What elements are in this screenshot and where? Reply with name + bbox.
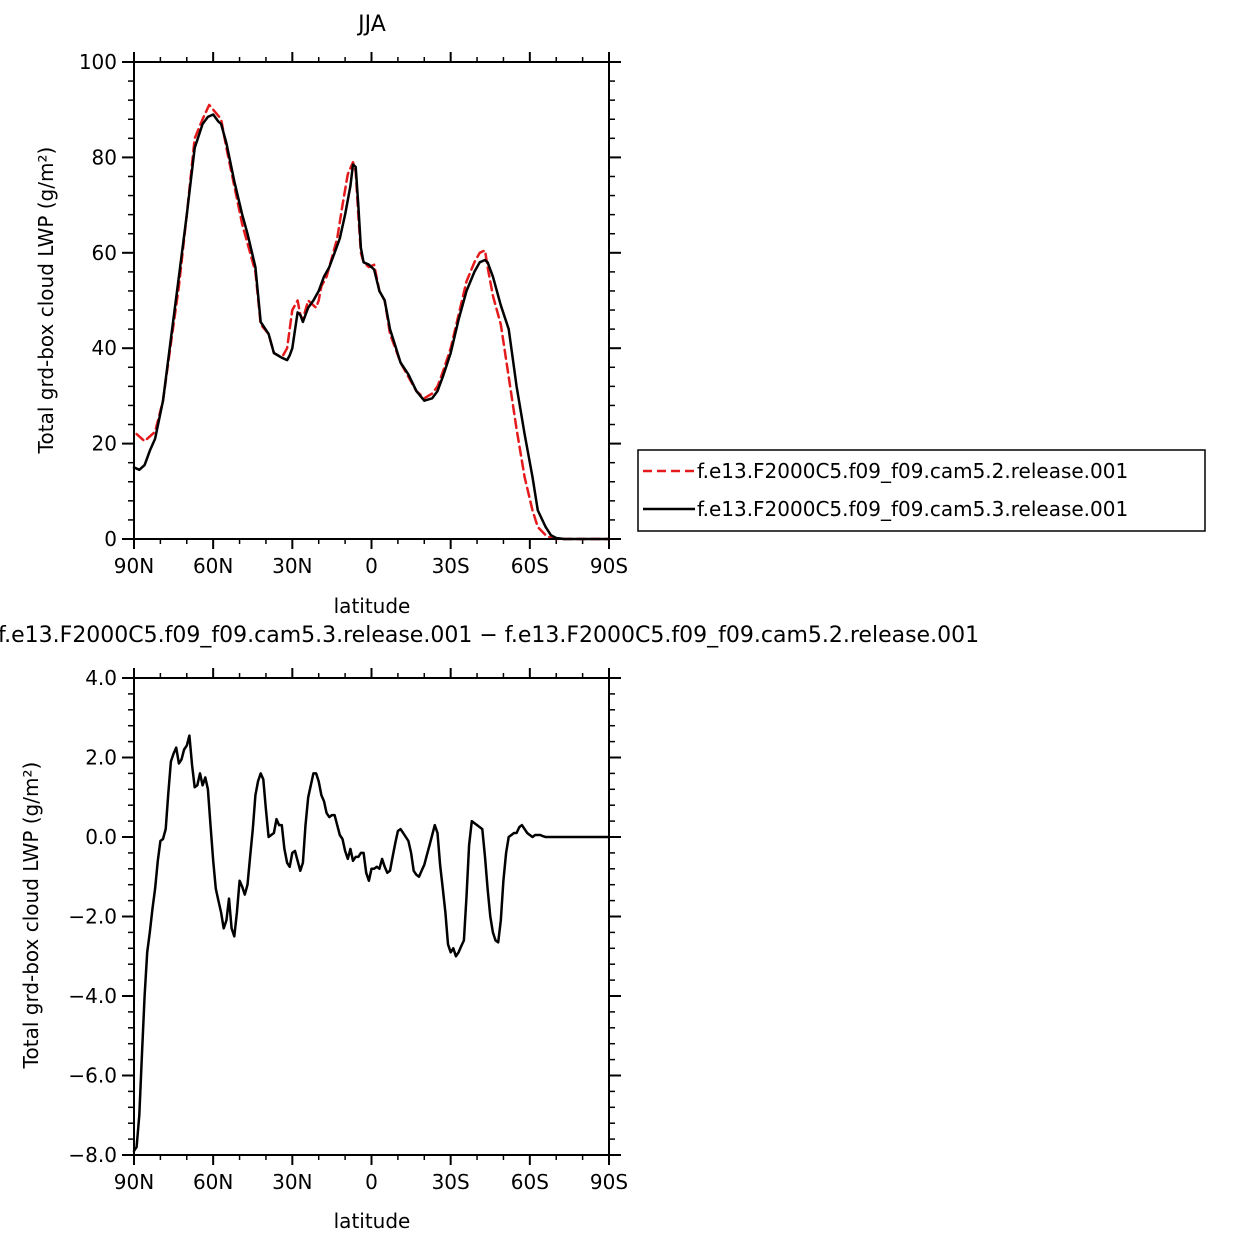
top-series-line-1 [132, 113, 611, 541]
bottom-y-tick-label: −2.0 [68, 905, 117, 929]
bottom-axis-ticks [122, 668, 621, 1165]
top-x-tick-label: 30N [272, 554, 312, 578]
top-panel: JJA Total grd-box cloud LWP (g/m²) latit… [34, 12, 1206, 618]
top-x-tick-label: 60N [193, 554, 233, 578]
bottom-series-line-0 [132, 734, 611, 1153]
bottom-panel: f.e13.F2000C5.f09_f09.cam5.3.release.001… [0, 623, 979, 1233]
bottom-y-axis-title: Total grd-box cloud LWP (g/m²) [19, 762, 43, 1070]
bottom-y-tick-label: −4.0 [68, 984, 117, 1008]
bottom-plot-frame [133, 677, 610, 1156]
bottom-y-tick-label: 0.0 [85, 825, 117, 849]
top-y-axis-title: Total grd-box cloud LWP (g/m²) [34, 147, 58, 455]
top-plot-frame [133, 61, 610, 540]
bottom-tick-labels: 90N 60N 30N 0 30S 60S 90S −8.0 −6.0 −4.0 −2.0 0.0 2.… [68, 666, 628, 1194]
bottom-x-tick-label: 60S [511, 1170, 549, 1194]
bottom-x-tick-label: 30S [432, 1170, 470, 1194]
top-y-tick-label: 40 [92, 336, 117, 360]
top-plot-title: JJA [356, 12, 386, 37]
top-x-tick-label: 0 [365, 554, 378, 578]
bottom-y-tick-label: 2.0 [85, 746, 117, 770]
bottom-series-lines [132, 734, 611, 1153]
bottom-x-tick-label: 30N [272, 1170, 312, 1194]
top-axis-ticks [122, 52, 621, 549]
legend-box [637, 449, 1206, 532]
top-y-tick-label: 60 [92, 241, 117, 265]
bottom-plot-title: f.e13.F2000C5.f09_f09.cam5.3.release.001… [0, 623, 979, 648]
bottom-x-axis-title: latitude [334, 1209, 411, 1233]
bottom-x-tick-label: 60N [193, 1170, 233, 1194]
top-x-tick-label: 30S [432, 554, 470, 578]
legend-label-cam52: f.e13.F2000C5.f09_f09.cam5.2.release.001 [697, 459, 1128, 483]
legend-label-cam53: f.e13.F2000C5.f09_f09.cam5.3.release.001 [697, 497, 1128, 521]
top-x-tick-label: 60S [511, 554, 549, 578]
bottom-x-tick-label: 90S [590, 1170, 628, 1194]
top-x-tick-label: 90N [114, 554, 154, 578]
bottom-y-tick-label: −8.0 [68, 1143, 117, 1167]
top-series-lines [132, 103, 611, 541]
bottom-y-tick-label: 4.0 [85, 666, 117, 690]
top-x-tick-label: 90S [590, 554, 628, 578]
bottom-y-tick-label: −6.0 [68, 1064, 117, 1088]
bottom-x-tick-label: 90N [114, 1170, 154, 1194]
top-tick-labels: 90N 60N 30N 0 30S 60S 90S 0 20 40 60 80 100 [79, 50, 628, 578]
bottom-x-tick-label: 0 [365, 1170, 378, 1194]
top-y-tick-label: 100 [79, 50, 117, 74]
top-series-line-0 [135, 103, 611, 541]
top-y-tick-label: 0 [104, 527, 117, 551]
top-y-tick-label: 80 [92, 145, 117, 169]
legend: f.e13.F2000C5.f09_f09.cam5.2.release.001… [637, 449, 1206, 532]
top-y-tick-label: 20 [92, 432, 117, 456]
top-x-axis-title: latitude [334, 594, 411, 618]
